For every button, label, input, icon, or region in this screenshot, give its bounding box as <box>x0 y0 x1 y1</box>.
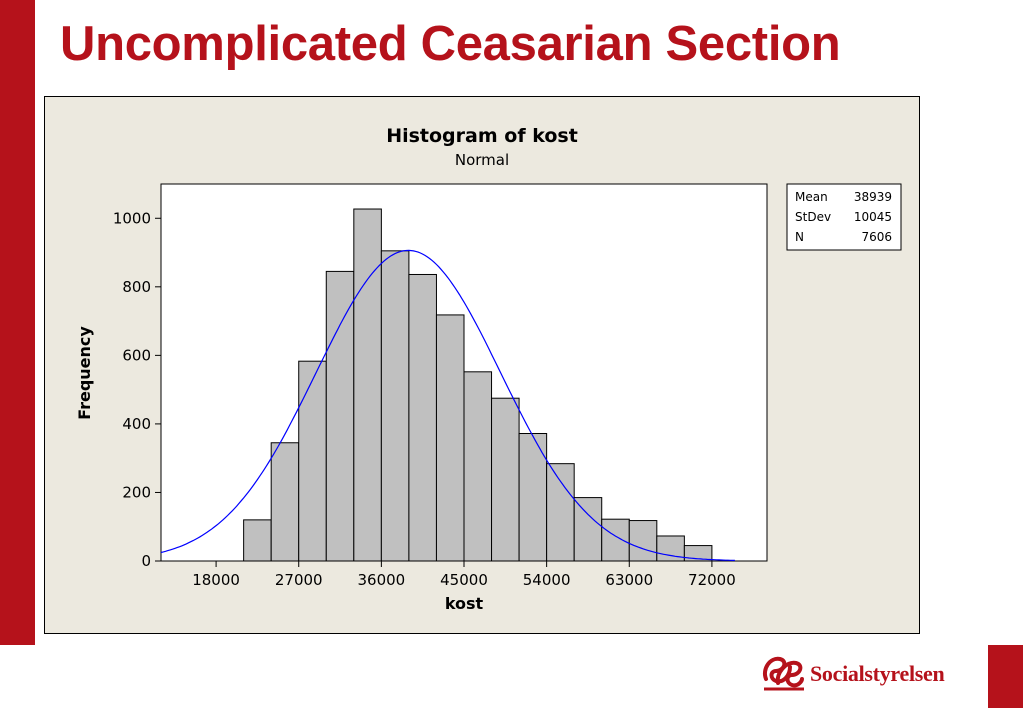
logo-text: Socialstyrelsen <box>810 661 945 686</box>
histogram-bar <box>491 397 520 562</box>
x-tick-label: 54000 <box>523 571 571 589</box>
y-tick-label: 800 <box>122 278 151 296</box>
x-tick-label: 18000 <box>192 571 240 589</box>
slide-title: Uncomplicated Ceasarian Section <box>60 17 841 71</box>
y-tick-label: 1000 <box>113 209 151 227</box>
x-tick-label: 27000 <box>275 571 323 589</box>
y-tick-label: 600 <box>122 346 151 364</box>
chart-subtitle: Normal <box>455 151 509 169</box>
stat-stdev-label: StDev <box>795 210 831 224</box>
histogram-bar <box>298 360 327 562</box>
stats-legend: Mean 38939 StDev 10045 N 7606 <box>786 183 902 251</box>
stat-mean-label: Mean <box>795 190 828 204</box>
histogram-bar <box>435 314 465 562</box>
histogram-bar <box>380 250 410 562</box>
right-accent-bar <box>988 645 1023 708</box>
histogram-bar <box>325 270 355 562</box>
x-axis: 18000 27000 36000 45000 54000 63000 72000 <box>192 561 736 589</box>
histogram-bars <box>243 208 713 562</box>
chart-svg: Histogram of kost Normal 0 200 400 600 800 10… <box>75 125 902 613</box>
stat-n-value: 7606 <box>861 230 892 244</box>
x-tick-label: 36000 <box>358 571 406 589</box>
histogram-bar <box>573 497 603 562</box>
y-tick-label: 400 <box>122 415 151 433</box>
x-axis-label: kost <box>445 594 484 613</box>
y-axis-label: Frequency <box>75 326 94 420</box>
histogram-bar <box>270 442 300 562</box>
stat-mean-value: 38939 <box>854 190 892 204</box>
histogram-bar <box>353 208 382 562</box>
x-tick-label: 72000 <box>688 571 736 589</box>
y-tick-label: 0 <box>141 552 151 570</box>
histogram-bar <box>683 545 713 562</box>
histogram-bar <box>408 273 437 562</box>
stat-stdev-value: 10045 <box>854 210 892 224</box>
x-tick-label: 63000 <box>605 571 653 589</box>
histogram-chart: Histogram of kost Normal 0 200 400 600 800 10… <box>44 96 920 634</box>
x-tick-label: 45000 <box>440 571 488 589</box>
socialstyrelsen-logo: Socialstyrelsen <box>760 645 975 695</box>
histogram-bar <box>518 433 548 562</box>
left-accent-bar <box>0 0 35 645</box>
chart-title: Histogram of kost <box>386 125 578 147</box>
histogram-bar <box>546 463 575 562</box>
logo-emblem-icon <box>763 656 804 691</box>
histogram-bar <box>601 518 630 562</box>
histogram-bar <box>628 520 658 562</box>
stat-n-label: N <box>795 230 804 244</box>
histogram-bar <box>243 519 272 562</box>
y-tick-label: 200 <box>122 483 151 501</box>
normal-fit-curve <box>160 249 735 561</box>
y-axis: 0 200 400 600 800 1000 <box>113 209 161 570</box>
histogram-bar <box>463 371 493 562</box>
